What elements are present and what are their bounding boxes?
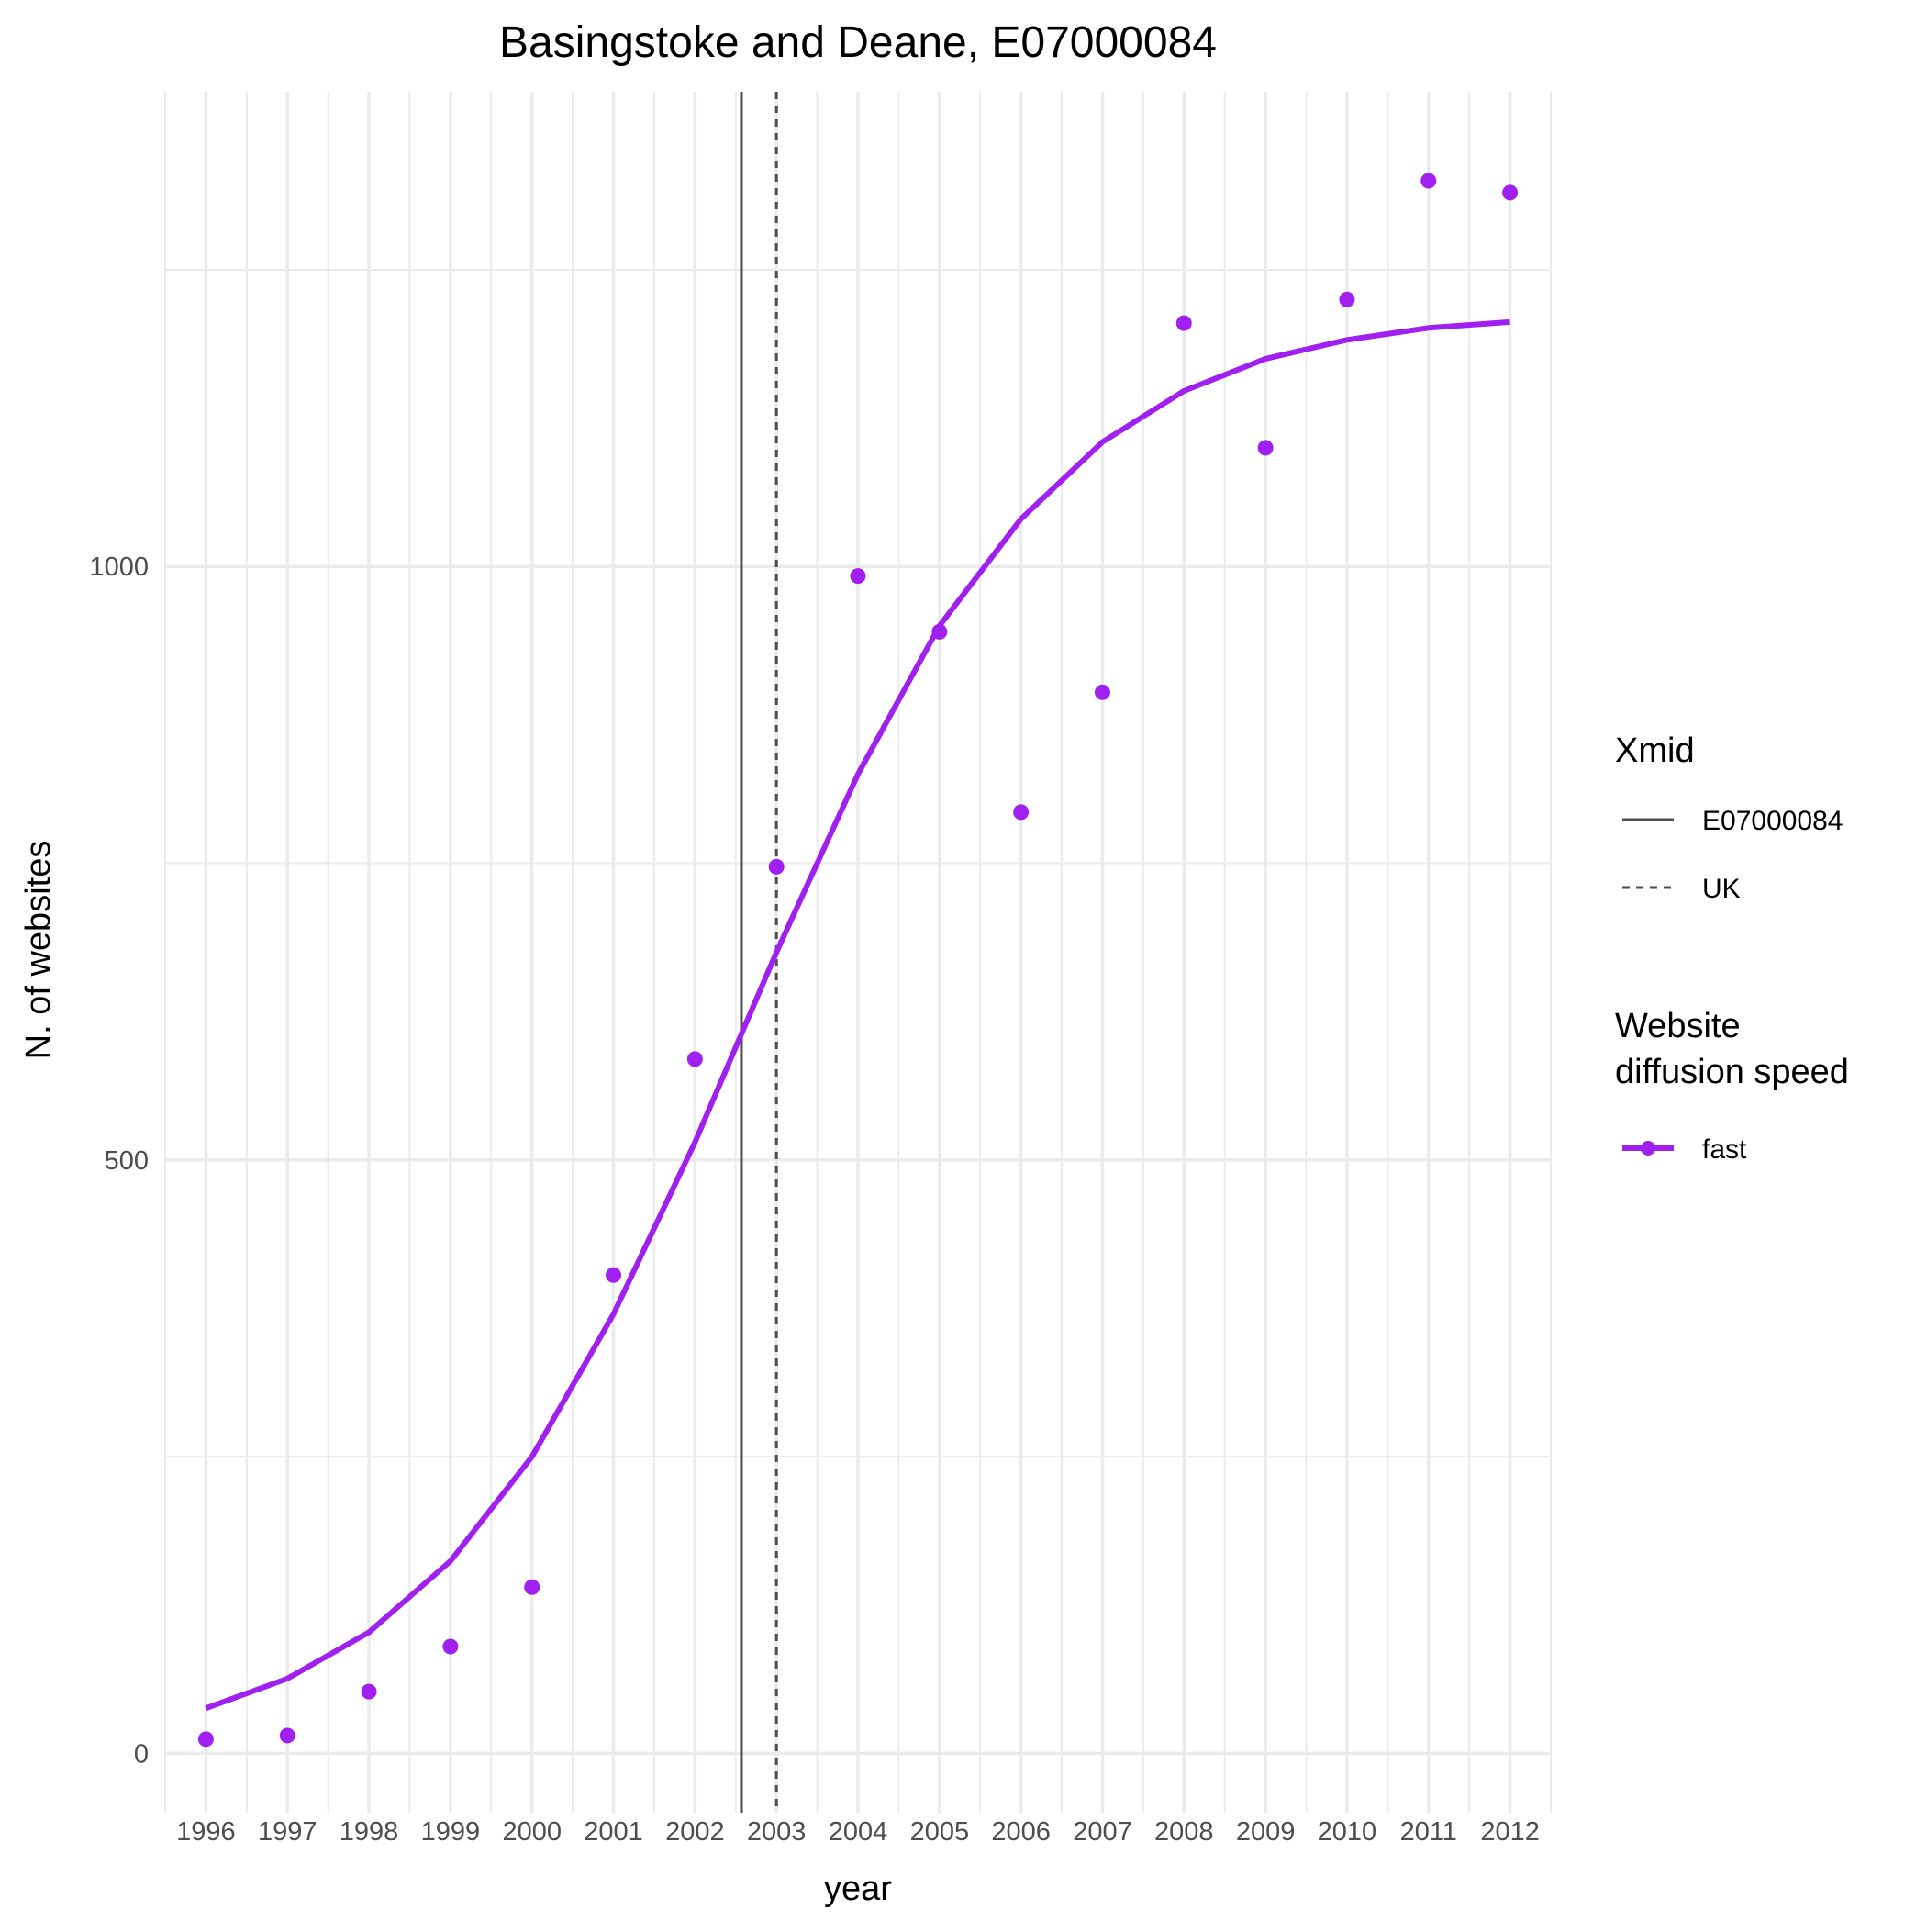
x-tick-label: 2009 — [1236, 1817, 1296, 1847]
x-tick-label: 2012 — [1480, 1817, 1540, 1847]
x-axis-title: year — [824, 1870, 892, 1908]
x-tick-label: 1996 — [176, 1817, 236, 1847]
tick-layer: 1996 1997 1998 1999 2000 2001 2002 2003 2004 2005… — [89, 553, 1539, 1847]
vline-layer — [740, 92, 778, 1813]
legend-title-speed-line2: diffusion speed — [1615, 1053, 1849, 1091]
data-point-2004 — [850, 568, 866, 585]
x-tick-label: 2010 — [1318, 1817, 1377, 1847]
x-tick-label: 1999 — [421, 1817, 481, 1847]
y-axis-title: N. of websites — [19, 841, 58, 1060]
x-tick-label: 2002 — [665, 1817, 725, 1847]
data-point-1996 — [197, 1731, 214, 1748]
x-tick-label: 2008 — [1154, 1817, 1214, 1847]
x-tick-label: 2001 — [584, 1817, 643, 1847]
data-point-2005 — [931, 623, 948, 640]
data-point-2001 — [606, 1267, 622, 1283]
data-point-2009 — [1257, 440, 1274, 456]
legend-key-fast-dot — [1641, 1141, 1655, 1156]
data-point-2007 — [1094, 684, 1110, 700]
y-tick-label: 1000 — [89, 553, 149, 582]
data-point-2002 — [686, 1051, 703, 1067]
grid-layer — [164, 92, 1552, 1813]
x-tick-label: 2005 — [910, 1817, 970, 1847]
legend-label-uk: UK — [1702, 874, 1741, 904]
data-point-2003 — [768, 858, 785, 875]
data-point-2006 — [1013, 804, 1030, 821]
chart-title: Basingstoke and Deane, E07000084 — [499, 18, 1217, 67]
data-point-2010 — [1339, 291, 1355, 307]
legend-title-speed-line1: Website — [1615, 1007, 1741, 1045]
data-point-2008 — [1175, 315, 1192, 331]
series-layer — [197, 173, 1519, 1748]
x-tick-label: 2004 — [829, 1817, 888, 1847]
data-point-2011 — [1420, 173, 1437, 189]
data-point-2000 — [524, 1579, 540, 1595]
data-point-1997 — [279, 1727, 295, 1744]
x-tick-label: 1997 — [258, 1817, 317, 1847]
x-tick-label: 2000 — [502, 1817, 562, 1847]
data-point-2012 — [1502, 184, 1519, 201]
series-line-fast — [205, 318, 1510, 1712]
y-tick-label: 0 — [134, 1739, 149, 1769]
y-tick-label: 500 — [105, 1146, 149, 1176]
data-point-1999 — [442, 1638, 459, 1655]
x-tick-label: 2007 — [1073, 1817, 1132, 1847]
legend: Xmid E07000084 UK Website diffusion spee… — [1615, 731, 1849, 1165]
legend-label-e07000084: E07000084 — [1702, 806, 1843, 836]
data-point-1998 — [361, 1683, 377, 1700]
x-tick-label: 2006 — [991, 1817, 1051, 1847]
legend-label-fast: fast — [1702, 1134, 1747, 1165]
x-tick-label: 1998 — [340, 1817, 399, 1847]
x-tick-label: 2011 — [1400, 1817, 1457, 1847]
x-tick-label: 2003 — [747, 1817, 807, 1847]
legend-title-xmid: Xmid — [1615, 731, 1695, 770]
